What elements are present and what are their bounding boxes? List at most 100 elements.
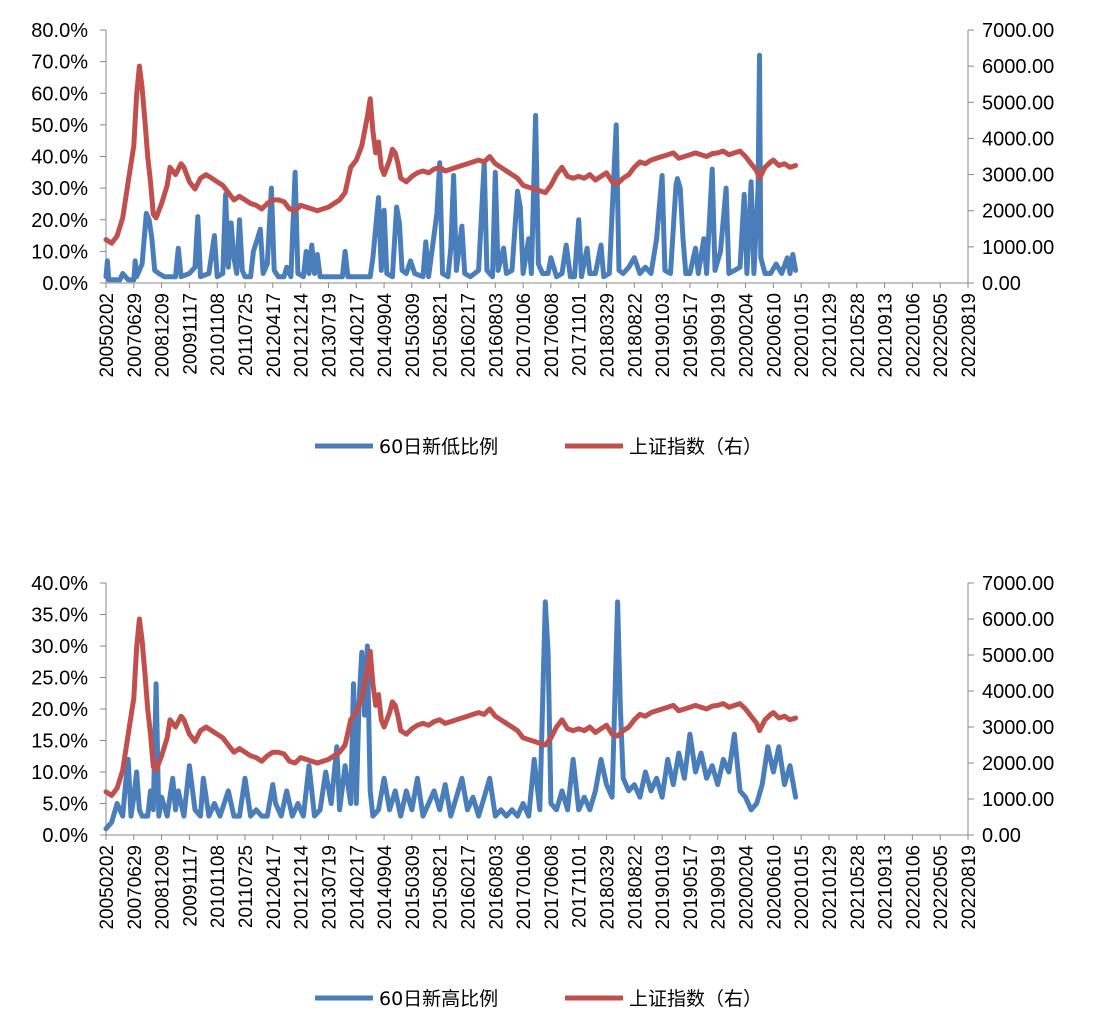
x-tick-label: 20220505 <box>931 293 952 378</box>
legend-index-label: 上证指数（右） <box>629 988 762 1010</box>
right-tick-label: 0.00 <box>982 825 1021 847</box>
x-tick-label: 20110725 <box>236 293 257 376</box>
x-tick-label: 20210913 <box>876 293 897 378</box>
legend-index-label: 上证指数（右） <box>629 436 762 458</box>
x-tick-label: 20220505 <box>931 845 952 930</box>
x-tick-label: 20201015 <box>792 845 813 930</box>
x-tick-label: 20210528 <box>848 845 869 930</box>
x-tick-label: 20050202 <box>97 845 118 930</box>
left-tick-label: 80.0% <box>31 20 88 42</box>
x-tick-label: 20120417 <box>264 293 285 378</box>
x-tick-label: 20140904 <box>375 293 396 378</box>
right-tick-label: 2000.00 <box>982 201 1054 223</box>
left-tick-label: 0.0% <box>42 273 88 295</box>
x-tick-label: 20200204 <box>737 845 758 930</box>
x-tick-label: 20121214 <box>292 845 313 930</box>
new-low-ratio-chart: 0.0% 10.0% 20.0% 30.0% 40.0% 50.0% 60.0% 70.0% 8… <box>0 0 1101 500</box>
x-tick-label: 20220819 <box>959 293 980 378</box>
x-tick-label: 20190517 <box>681 293 702 378</box>
x-tick-label: 20150309 <box>403 293 424 378</box>
x-tick-label: 20200204 <box>737 293 758 378</box>
x-tick-label: 20210528 <box>848 293 869 378</box>
left-tick-label: 20.0% <box>31 699 88 721</box>
left-tick-label: 30.0% <box>31 178 88 200</box>
right-tick-label: 1000.00 <box>982 789 1054 811</box>
left-tick-label: 40.0% <box>31 147 88 169</box>
new-high-ratio-chart: 0.0% 5.0% 10.0% 15.0% 20.0% 25.0% 30.0% 35.0% 40… <box>0 555 1101 1026</box>
x-tick-label: 20081209 <box>153 293 174 378</box>
x-tick-label: 20170106 <box>514 845 535 930</box>
right-tick-label: 7000.00 <box>982 573 1054 595</box>
x-tick-label: 20180822 <box>625 293 646 378</box>
x-tick-label: 20170608 <box>542 293 563 378</box>
x-tick-label: 20140904 <box>375 845 396 930</box>
x-tick-label: 20050202 <box>97 293 118 378</box>
legend-ratio-label: 60日新高比例 <box>379 988 498 1010</box>
x-tick-label: 20091117 <box>180 293 201 375</box>
x-tick-label: 20160803 <box>486 293 507 378</box>
x-tick-label: 20140217 <box>347 845 368 930</box>
x-tick-label: 20210129 <box>820 293 841 378</box>
x-tick-label: 20130719 <box>319 845 340 930</box>
x-tick-label: 20150821 <box>431 845 452 930</box>
x-tick-label: 20101108 <box>208 293 229 376</box>
x-tick-label: 20171101 <box>570 293 591 376</box>
x-tick-label: 20150309 <box>403 845 424 930</box>
x-tick-label: 20160217 <box>458 293 479 378</box>
left-tick-label: 5.0% <box>42 794 88 816</box>
right-tick-label: 1000.00 <box>982 237 1054 259</box>
left-tick-label: 20.0% <box>31 210 88 232</box>
x-tick-label: 20220106 <box>903 845 924 930</box>
right-tick-label: 3000.00 <box>982 165 1054 187</box>
x-tick-label: 20150821 <box>431 293 452 378</box>
right-tick-label: 5000.00 <box>982 92 1054 114</box>
x-tick-label: 20210913 <box>876 845 897 930</box>
x-tick-label: 20091117 <box>180 845 201 927</box>
x-tick-label: 20110725 <box>236 845 257 928</box>
left-tick-label: 70.0% <box>31 52 88 74</box>
right-tick-label: 7000.00 <box>982 20 1054 42</box>
x-tick-label: 20180329 <box>598 845 619 930</box>
x-tick-label: 20180822 <box>625 845 646 930</box>
x-tick-label: 20201015 <box>792 293 813 378</box>
left-tick-label: 0.0% <box>42 825 88 847</box>
x-tick-label: 20190919 <box>709 293 730 378</box>
new-low-ratio-chart-svg: 0.0% 10.0% 20.0% 30.0% 40.0% 50.0% 60.0% 70.0% 8… <box>31 20 1054 458</box>
x-tick-label: 20140217 <box>347 293 368 378</box>
right-tick-label: 4000.00 <box>982 128 1054 150</box>
x-tick-label: 20070629 <box>125 845 146 930</box>
right-tick-label: 2000.00 <box>982 753 1054 775</box>
x-tick-label: 20220819 <box>959 845 980 930</box>
left-tick-label: 15.0% <box>31 731 88 753</box>
x-tick-label: 20160803 <box>486 845 507 930</box>
ratio-line <box>103 599 799 832</box>
x-tick-label: 20120417 <box>264 845 285 930</box>
left-tick-label: 10.0% <box>31 762 88 784</box>
x-tick-label: 20121214 <box>292 293 313 378</box>
x-tick-label: 20171101 <box>570 845 591 928</box>
x-tick-label: 20101108 <box>208 845 229 928</box>
right-tick-label: 5000.00 <box>982 645 1054 667</box>
x-tick-label: 20160217 <box>458 845 479 930</box>
right-tick-label: 6000.00 <box>982 56 1054 78</box>
left-tick-label: 30.0% <box>31 636 88 658</box>
right-tick-label: 4000.00 <box>982 681 1054 703</box>
shanghai-index-line <box>103 616 799 798</box>
x-tick-label: 20190103 <box>653 293 674 378</box>
new-high-ratio-chart-svg: 0.0% 5.0% 10.0% 15.0% 20.0% 25.0% 30.0% 35.0% 40… <box>31 573 1054 1010</box>
x-tick-label: 20070629 <box>125 293 146 378</box>
x-tick-label: 20220106 <box>903 293 924 378</box>
legend-ratio-label: 60日新低比例 <box>379 436 498 458</box>
x-tick-label: 20200610 <box>764 293 785 378</box>
x-tick-label: 20170106 <box>514 293 535 378</box>
ratio-line <box>103 52 799 283</box>
left-tick-label: 40.0% <box>31 573 88 595</box>
shanghai-index-line <box>103 63 799 246</box>
x-tick-label: 20210129 <box>820 845 841 930</box>
x-tick-label: 20190517 <box>681 845 702 930</box>
x-tick-label: 20190919 <box>709 845 730 930</box>
x-tick-label: 20200610 <box>764 845 785 930</box>
left-tick-label: 10.0% <box>31 241 88 263</box>
left-tick-label: 50.0% <box>31 115 88 137</box>
right-tick-label: 0.00 <box>982 273 1021 295</box>
